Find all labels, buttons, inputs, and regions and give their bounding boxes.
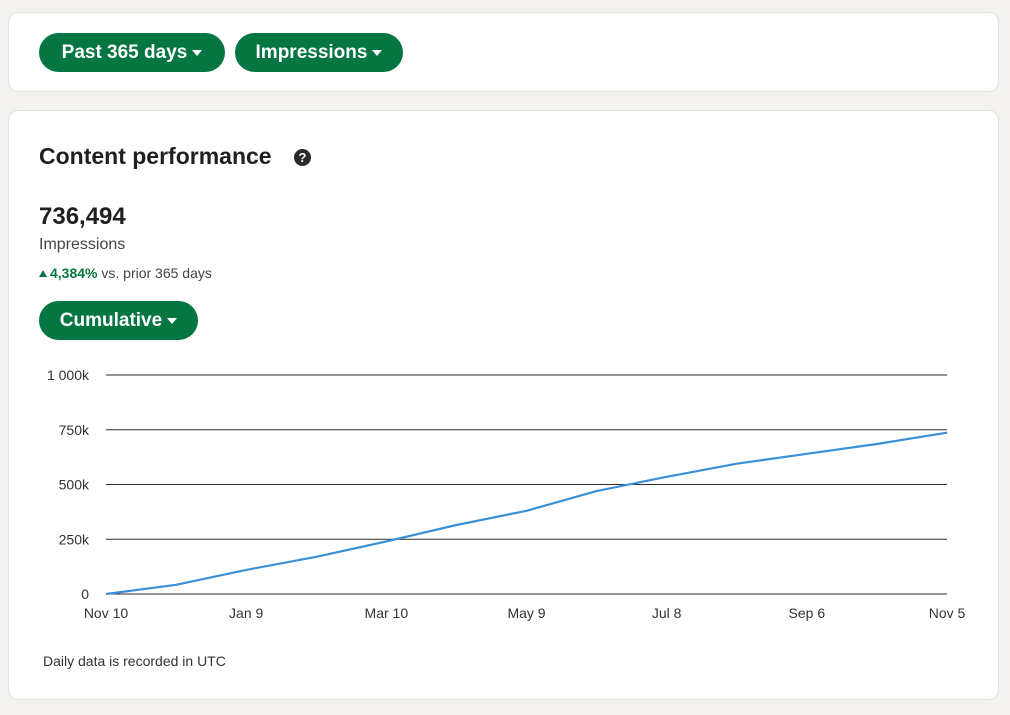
x-tick-label: Mar 10 (365, 605, 409, 621)
metric-label: Impressions (255, 41, 368, 63)
series-line-0 (105, 431, 948, 596)
y-tick-label: 250k (59, 531, 90, 547)
caret-down-icon (167, 317, 178, 324)
cumulative-dropdown[interactable]: Cumulative (39, 301, 198, 340)
filters-card: Past 365 days Impressions (8, 12, 999, 92)
y-tick-label: 0 (81, 586, 89, 602)
caret-down-icon (372, 49, 383, 56)
x-tick-label: Sep 6 (789, 605, 826, 621)
y-tick-label: 500k (59, 477, 90, 493)
card-title: Content performance (39, 143, 272, 169)
x-tick-label: Jan 9 (229, 605, 263, 621)
help-icon[interactable]: ? (294, 149, 311, 166)
y-tick-label: 1 000k (47, 367, 90, 383)
date-range-label: Past 365 days (61, 41, 188, 63)
content-performance-card: Content performance ? 736,494 Impression… (8, 110, 999, 700)
total-impressions: 736,494 (39, 203, 126, 230)
change-indicator: 4,384% vs. prior 365 days (39, 265, 212, 281)
change-suffix: vs. prior 365 days (101, 265, 212, 281)
x-tick-label: Nov 5 (929, 605, 966, 621)
mode-label: Cumulative (59, 309, 163, 331)
x-tick-label: May 9 (507, 605, 545, 621)
total-metric-label: Impressions (39, 236, 126, 253)
up-arrow-icon (39, 270, 47, 277)
utc-footnote: Daily data is recorded in UTC (43, 653, 226, 669)
change-percent: 4,384% (50, 265, 98, 281)
impressions-chart: 0 250k 500k 750k 1 000k Nov 10 Jan 9 Mar 10 May … (47, 367, 966, 621)
metric-dropdown[interactable]: Impressions (235, 33, 403, 72)
date-range-dropdown[interactable]: Past 365 days (39, 33, 225, 72)
x-tick-label: Jul 8 (652, 605, 682, 621)
caret-down-icon (192, 49, 203, 56)
x-tick-label: Nov 10 (84, 605, 129, 621)
y-tick-label: 750k (59, 422, 90, 438)
